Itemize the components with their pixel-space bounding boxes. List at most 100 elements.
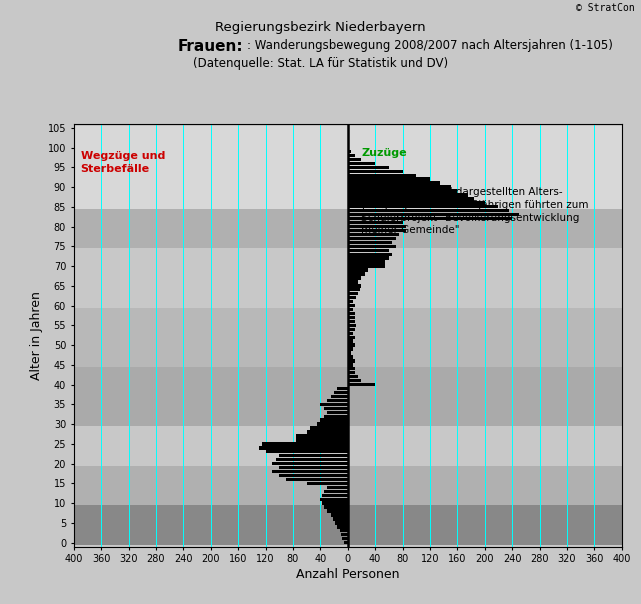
Bar: [347, 221, 403, 224]
Bar: [335, 521, 347, 525]
Bar: [74, 367, 622, 426]
Bar: [286, 478, 347, 481]
Bar: [306, 482, 347, 485]
Bar: [347, 352, 351, 355]
Bar: [322, 493, 347, 497]
Bar: [347, 296, 356, 300]
Bar: [347, 257, 389, 260]
Bar: [262, 442, 347, 446]
Text: Regierungsbezirk Niederbayern: Regierungsbezirk Niederbayern: [215, 21, 426, 34]
Bar: [347, 344, 354, 347]
Bar: [347, 198, 474, 201]
Bar: [296, 439, 347, 442]
Bar: [331, 395, 347, 398]
Bar: [279, 474, 347, 477]
Bar: [347, 280, 358, 283]
Bar: [74, 209, 622, 248]
Bar: [347, 300, 353, 303]
Bar: [347, 284, 362, 288]
Bar: [347, 320, 354, 323]
Bar: [347, 268, 369, 272]
Bar: [337, 525, 347, 528]
Bar: [347, 347, 353, 351]
Bar: [327, 486, 347, 489]
Bar: [317, 422, 347, 426]
Bar: [279, 466, 347, 469]
Bar: [347, 359, 354, 362]
Text: : Wanderungsbewegung 2008/2007 nach Altersjahren (1-105): : Wanderungsbewegung 2008/2007 nach Alte…: [247, 39, 613, 53]
Bar: [347, 189, 457, 193]
Bar: [347, 324, 356, 327]
Bar: [347, 249, 389, 252]
Bar: [347, 371, 354, 374]
Bar: [347, 316, 354, 319]
Bar: [342, 537, 347, 541]
Bar: [347, 193, 468, 197]
Bar: [347, 240, 392, 244]
Bar: [347, 383, 375, 387]
Bar: [347, 252, 392, 256]
Bar: [341, 533, 347, 536]
Bar: [320, 403, 347, 406]
Bar: [347, 181, 440, 185]
Bar: [74, 248, 622, 307]
Text: (Datenquelle: Stat. LA für Statistik und DV): (Datenquelle: Stat. LA für Statistik und…: [193, 57, 448, 71]
Bar: [347, 327, 354, 331]
Bar: [347, 205, 499, 208]
Bar: [74, 426, 622, 466]
Text: Die unzureichend dargestellten Alters-
jahrgänge der über 85jährigen führten zum: Die unzureichend dargestellten Alters- j…: [362, 187, 589, 236]
Bar: [344, 541, 347, 544]
Bar: [347, 375, 358, 378]
Bar: [347, 237, 395, 240]
Bar: [347, 229, 406, 232]
Bar: [347, 367, 354, 370]
Bar: [347, 154, 354, 157]
Bar: [324, 406, 347, 410]
Bar: [347, 185, 451, 188]
Bar: [347, 272, 365, 275]
Bar: [347, 225, 406, 228]
Bar: [347, 288, 360, 292]
Text: Zuzüge: Zuzüge: [362, 147, 407, 158]
Bar: [322, 501, 347, 505]
Bar: [279, 454, 347, 457]
Bar: [74, 307, 622, 367]
Bar: [320, 419, 347, 422]
Bar: [347, 146, 349, 149]
Bar: [347, 276, 362, 280]
Text: © StratCon: © StratCon: [576, 3, 635, 13]
Bar: [347, 292, 358, 295]
Bar: [347, 142, 349, 145]
Bar: [347, 209, 509, 213]
Bar: [272, 462, 347, 465]
Bar: [340, 529, 347, 533]
Bar: [327, 399, 347, 402]
Bar: [347, 245, 395, 248]
Bar: [74, 126, 622, 209]
Text: Wegzüge und
Sterbefälle: Wegzüge und Sterbefälle: [81, 152, 165, 174]
Bar: [347, 150, 351, 153]
Bar: [337, 387, 347, 390]
Bar: [347, 260, 385, 264]
Bar: [259, 446, 347, 449]
Bar: [320, 498, 347, 501]
Bar: [327, 411, 347, 414]
Bar: [306, 430, 347, 434]
Bar: [324, 506, 347, 509]
Bar: [347, 158, 362, 161]
Bar: [347, 379, 362, 382]
Bar: [324, 414, 347, 418]
Bar: [347, 165, 389, 169]
Bar: [347, 335, 354, 339]
Bar: [74, 466, 622, 505]
Bar: [347, 265, 385, 268]
Bar: [296, 434, 347, 438]
Bar: [347, 162, 375, 165]
Bar: [74, 505, 622, 545]
Bar: [347, 233, 399, 236]
Bar: [347, 217, 512, 220]
Bar: [272, 470, 347, 473]
Bar: [347, 312, 354, 315]
Bar: [347, 308, 353, 311]
Bar: [347, 332, 353, 335]
